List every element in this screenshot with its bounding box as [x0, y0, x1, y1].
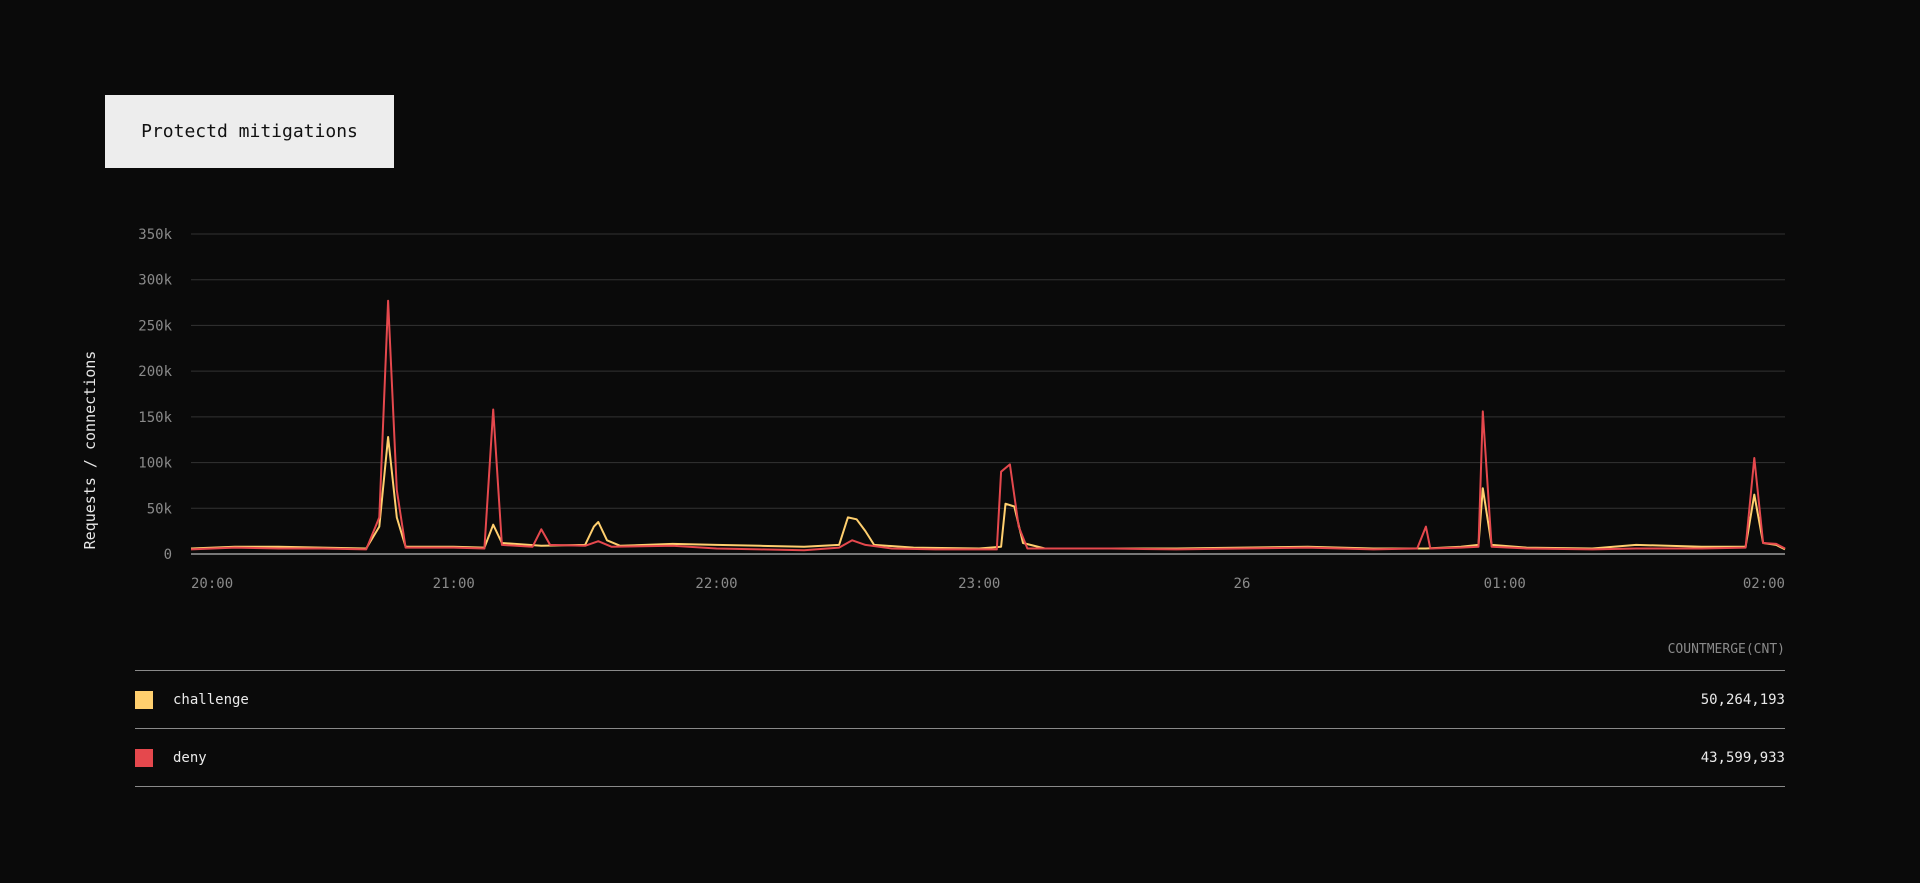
legend-value: 43,599,933: [1700, 749, 1785, 766]
y-tick-label: 100k: [138, 456, 172, 472]
chart-title-text: Protectd mitigations: [141, 121, 358, 142]
series-lines: [190, 299, 1786, 552]
series-line-challenge: [190, 436, 1786, 551]
legend-label: deny: [173, 749, 207, 766]
y-tick-label: 0: [164, 547, 172, 563]
legend-label: challenge: [173, 691, 249, 708]
y-tick-label: 250k: [138, 318, 172, 334]
series-line-deny: [190, 299, 1786, 552]
y-axis-label: Requests / connections: [81, 350, 99, 550]
y-tick-label: 350k: [138, 227, 172, 243]
x-tick-label: 20:00: [191, 576, 233, 592]
legend-value: 50,264,193: [1700, 691, 1785, 708]
y-tick-label: 300k: [138, 273, 172, 289]
y-tick-label: 50k: [147, 501, 173, 517]
x-tick-label: 22:00: [695, 576, 737, 592]
challenge-swatch: [135, 690, 153, 709]
legend-table: COUNTMERGE(CNT) challenge 50,264,193 den…: [135, 630, 1785, 787]
x-tick-label: 26: [1234, 576, 1251, 592]
y-tick-label: 200k: [138, 364, 172, 380]
deny-swatch: [135, 748, 153, 767]
legend-row-deny[interactable]: deny 43,599,933: [135, 729, 1785, 787]
x-tick-label: 21:00: [433, 576, 475, 592]
grid: [191, 233, 1785, 555]
legend-row-challenge[interactable]: challenge 50,264,193: [135, 671, 1785, 729]
y-axis: 0 50k 100k 150k 200k 250k 300k 350k: [138, 227, 172, 563]
x-tick-label: 01:00: [1484, 576, 1526, 592]
x-axis: 20:00 21:00 22:00 23:00 26 01:00 02:00: [191, 576, 1785, 592]
chart-title: Protectd mitigations: [105, 95, 394, 168]
x-tick-label: 02:00: [1743, 576, 1785, 592]
x-tick-label: 23:00: [958, 576, 1000, 592]
legend-header: COUNTMERGE(CNT): [135, 630, 1785, 671]
y-tick-label: 150k: [138, 410, 172, 426]
